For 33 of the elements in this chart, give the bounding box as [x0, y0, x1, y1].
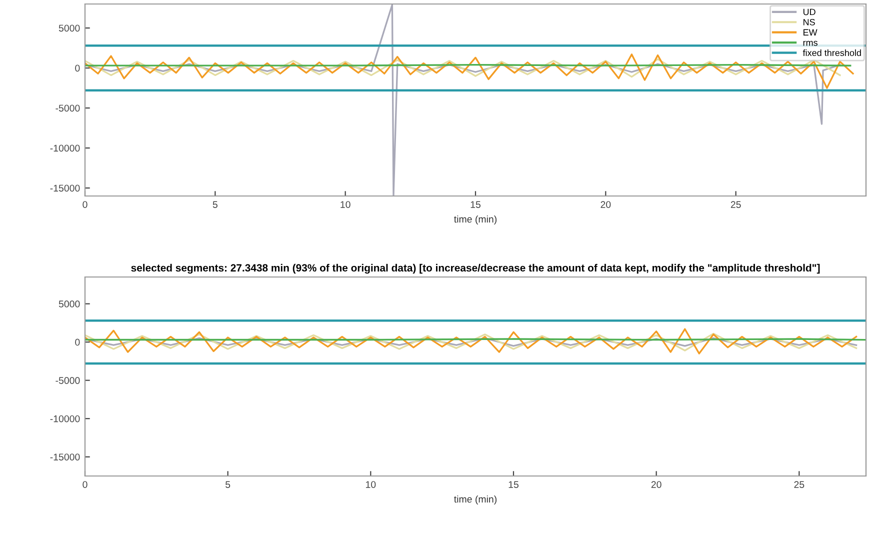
line-series: [85, 328, 858, 354]
y-tick-label: -5000: [56, 377, 80, 384]
x-axis-title: time (min): [454, 495, 496, 505]
x-tick-label: 0: [82, 201, 88, 208]
x-tick-label: 5: [212, 201, 218, 208]
x-tick-label: 15: [470, 201, 480, 208]
ref-line-label: fixed threshold: [802, 49, 861, 56]
y-tick-label: -15000: [50, 454, 80, 460]
x-tick-label: 5: [226, 481, 230, 488]
y-tick-label: 0: [75, 338, 80, 346]
x-axis-title: time (min): [454, 215, 496, 225]
x-tick-label: 20: [600, 201, 611, 208]
x-tick-label: 25: [794, 481, 804, 488]
y-tick-label: -10000: [50, 144, 80, 152]
y-tick-label: 5000: [58, 300, 80, 308]
legend-label: rms: [803, 40, 818, 46]
x-tick-label: 0: [82, 481, 88, 488]
x-tick-label: 10: [340, 201, 350, 208]
legend-label: EW: [804, 29, 818, 36]
y-tick-label: -15000: [50, 184, 80, 192]
y-tick-label: -5000: [56, 104, 80, 112]
y-tick-label: 0: [75, 64, 80, 72]
x-tick-label: 15: [508, 481, 518, 488]
y-tick-label: -10000: [50, 415, 80, 422]
x-tick-label: 20: [651, 481, 662, 488]
x-tick-label: 25: [730, 201, 741, 208]
chart-title: selected segments: 27.3438 min (93% of the original data) [to increase/decrease the amount of data kept, modify the "amplitude threshold"]: [131, 264, 820, 274]
x-tick-label: 10: [366, 481, 376, 488]
line-series: [85, 58, 841, 78]
legend-label: NS: [804, 18, 815, 26]
y-tick-label: 5000: [58, 24, 80, 32]
line-series: [85, 332, 858, 352]
legend-label: UD: [803, 8, 816, 16]
